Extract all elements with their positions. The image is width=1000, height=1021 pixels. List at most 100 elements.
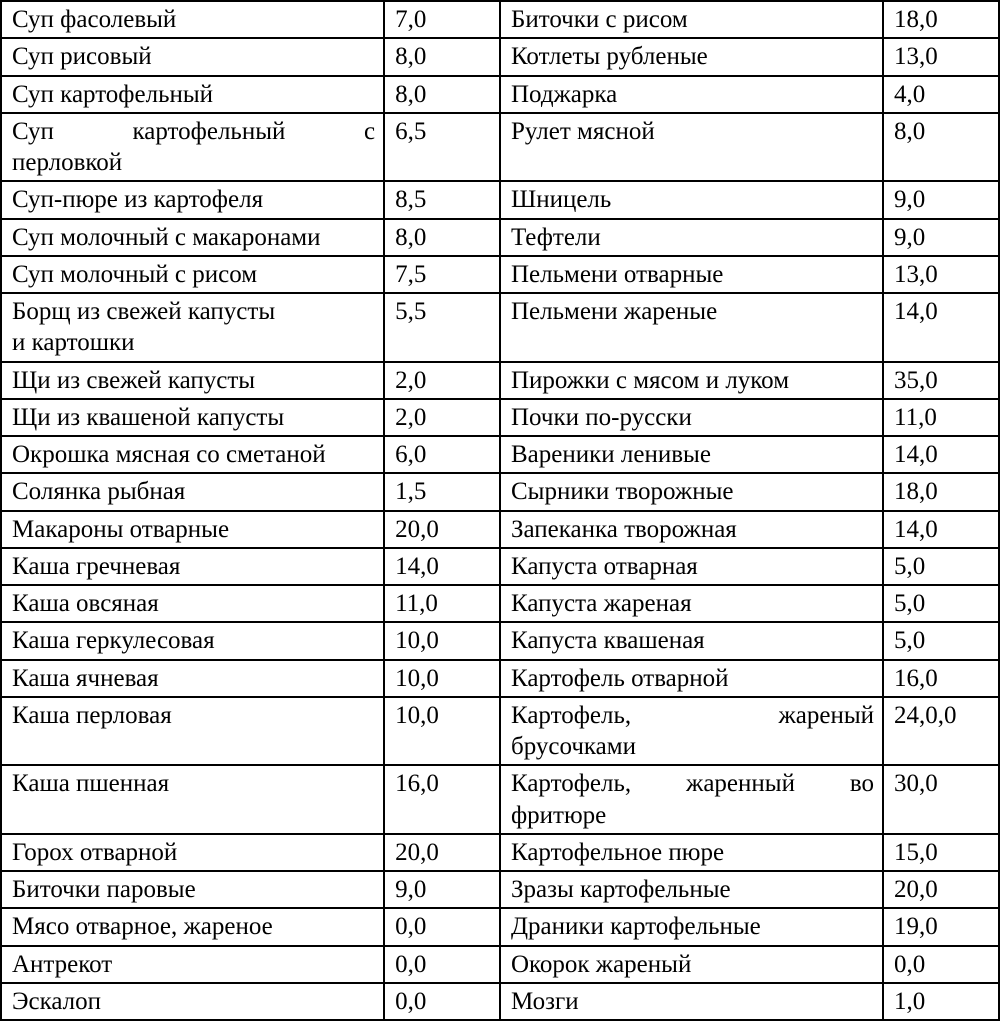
dish-value-left: 20,0 <box>384 834 500 871</box>
dish-name-right: Шницель <box>500 181 883 218</box>
dish-value-left: 1,5 <box>384 473 500 510</box>
dish-name-right: Зразы картофельные <box>500 871 883 908</box>
table-row: Борщ из свежей капустыи картошки5,5Пельм… <box>1 293 999 362</box>
dish-name-right: Поджарка <box>500 76 883 113</box>
table-row: Каша перловая10,0Картофель, жареныйбрусо… <box>1 697 999 766</box>
dish-name-line: брусочками <box>511 731 874 762</box>
dish-value-right: 5,0 <box>883 548 999 585</box>
dish-value-right: 18,0 <box>883 473 999 510</box>
dish-name-left: Антрекот <box>1 946 384 983</box>
dish-value-left: 6,5 <box>384 113 500 182</box>
dish-value-left: 8,0 <box>384 76 500 113</box>
dish-value-left: 10,0 <box>384 660 500 697</box>
dish-value-left: 5,5 <box>384 293 500 362</box>
dish-name-left: Каша геркулесовая <box>1 622 384 659</box>
table-row: Эскалоп0,0Мозги1,0 <box>1 983 999 1020</box>
dish-name-right: Почки по-русски <box>500 399 883 436</box>
dish-name-right: Пельмени отварные <box>500 256 883 293</box>
table-row: Макароны отварные20,0Запеканка творожная… <box>1 511 999 548</box>
dish-value-left: 7,0 <box>384 1 500 38</box>
dish-name-left: Суп-пюре из картофеля <box>1 181 384 218</box>
dish-name-right: Капуста отварная <box>500 548 883 585</box>
dish-value-left: 8,0 <box>384 38 500 75</box>
table-row: Каша ячневая10,0Картофель отварной16,0 <box>1 660 999 697</box>
dish-value-right: 18,0 <box>883 1 999 38</box>
dish-value-left: 10,0 <box>384 697 500 766</box>
table-row: Суп-пюре из картофеля8,5Шницель9,0 <box>1 181 999 218</box>
dish-name-right: Котлеты рубленые <box>500 38 883 75</box>
dish-name-line: Борщ из свежей капусты <box>12 296 375 327</box>
dish-name-right: Тефтели <box>500 219 883 256</box>
dish-value-left: 7,5 <box>384 256 500 293</box>
dish-name-right: Пельмени жареные <box>500 293 883 362</box>
dish-value-right: 14,0 <box>883 293 999 362</box>
dish-name-left: Каша гречневая <box>1 548 384 585</box>
dish-name-line: Суп картофельный с <box>12 116 375 147</box>
dish-name-right: Рулет мясной <box>500 113 883 182</box>
dish-name-right: Биточки с рисом <box>500 1 883 38</box>
table-row: Горох отварной20,0Картофельное пюре15,0 <box>1 834 999 871</box>
table-row: Каша гречневая14,0Капуста отварная5,0 <box>1 548 999 585</box>
dish-value-left: 0,0 <box>384 908 500 945</box>
dish-value-right: 14,0 <box>883 511 999 548</box>
dish-value-right: 9,0 <box>883 181 999 218</box>
table-row: Суп рисовый8,0Котлеты рубленые13,0 <box>1 38 999 75</box>
dish-name-left: Щи из свежей капусты <box>1 362 384 399</box>
dish-value-left: 10,0 <box>384 622 500 659</box>
dish-value-right: 11,0 <box>883 399 999 436</box>
dish-name-right: Пирожки с мясом и луком <box>500 362 883 399</box>
dish-value-right: 15,0 <box>883 834 999 871</box>
dish-value-right: 35,0 <box>883 362 999 399</box>
dish-name-left: Биточки паровые <box>1 871 384 908</box>
dish-value-right: 30,0 <box>883 765 999 834</box>
table-row: Солянка рыбная1,5Сырники творожные18,0 <box>1 473 999 510</box>
dish-name-line: Картофель, жаренный во <box>511 768 874 799</box>
table-row: Суп картофельный8,0Поджарка4,0 <box>1 76 999 113</box>
dish-name-left: Солянка рыбная <box>1 473 384 510</box>
dish-name-left: Каша пшенная <box>1 765 384 834</box>
table-row: Каша пшенная16,0Картофель, жаренный вофр… <box>1 765 999 834</box>
dish-value-right: 1,0 <box>883 983 999 1020</box>
dish-name-left: Окрошка мясная со сметаной <box>1 436 384 473</box>
table-row: Каша геркулесовая10,0Капуста квашеная5,0 <box>1 622 999 659</box>
dish-value-right: 16,0 <box>883 660 999 697</box>
dish-name-left: Суп фасолевый <box>1 1 384 38</box>
table-row: Антрекот0,0Окорок жареный0,0 <box>1 946 999 983</box>
dish-name-right: Окорок жареный <box>500 946 883 983</box>
dish-value-right: 5,0 <box>883 622 999 659</box>
dish-value-left: 6,0 <box>384 436 500 473</box>
table-row: Щи из квашеной капусты2,0Почки по-русски… <box>1 399 999 436</box>
dish-value-left: 2,0 <box>384 362 500 399</box>
dish-name-right: Картофельное пюре <box>500 834 883 871</box>
dish-name-left: Щи из квашеной капусты <box>1 399 384 436</box>
dish-name-left: Суп молочный с макаронами <box>1 219 384 256</box>
table-row: Суп молочный с рисом7,5Пельмени отварные… <box>1 256 999 293</box>
dish-name-left: Борщ из свежей капустыи картошки <box>1 293 384 362</box>
dish-name-right: Мозги <box>500 983 883 1020</box>
dish-value-right: 13,0 <box>883 256 999 293</box>
dish-value-left: 16,0 <box>384 765 500 834</box>
dish-value-left: 14,0 <box>384 548 500 585</box>
dish-value-left: 9,0 <box>384 871 500 908</box>
dish-name-right: Капуста квашеная <box>500 622 883 659</box>
dish-value-right: 14,0 <box>883 436 999 473</box>
table-row: Щи из свежей капусты2,0Пирожки с мясом и… <box>1 362 999 399</box>
dish-name-right: Запеканка творожная <box>500 511 883 548</box>
dish-name-right: Картофель, жареныйбрусочками <box>500 697 883 766</box>
dish-name-left: Мясо отварное, жареное <box>1 908 384 945</box>
dish-name-right: Вареники ленивые <box>500 436 883 473</box>
dish-name-left: Горох отварной <box>1 834 384 871</box>
table-row: Окрошка мясная со сметаной6,0Вареники ле… <box>1 436 999 473</box>
dish-name-right: Капуста жареная <box>500 585 883 622</box>
table-row: Суп картофельный сперловкой6,5Рулет мясн… <box>1 113 999 182</box>
dish-name-left: Каша перловая <box>1 697 384 766</box>
dish-name-left: Каша ячневая <box>1 660 384 697</box>
dish-name-line: Картофель, жареный <box>511 700 874 731</box>
dish-value-left: 0,0 <box>384 946 500 983</box>
dish-name-left: Суп рисовый <box>1 38 384 75</box>
dish-name-line: перловкой <box>12 147 375 178</box>
dish-value-right: 4,0 <box>883 76 999 113</box>
dish-name-left: Суп картофельный сперловкой <box>1 113 384 182</box>
table-row: Каша овсяная11,0Капуста жареная5,0 <box>1 585 999 622</box>
dish-name-left: Суп картофельный <box>1 76 384 113</box>
